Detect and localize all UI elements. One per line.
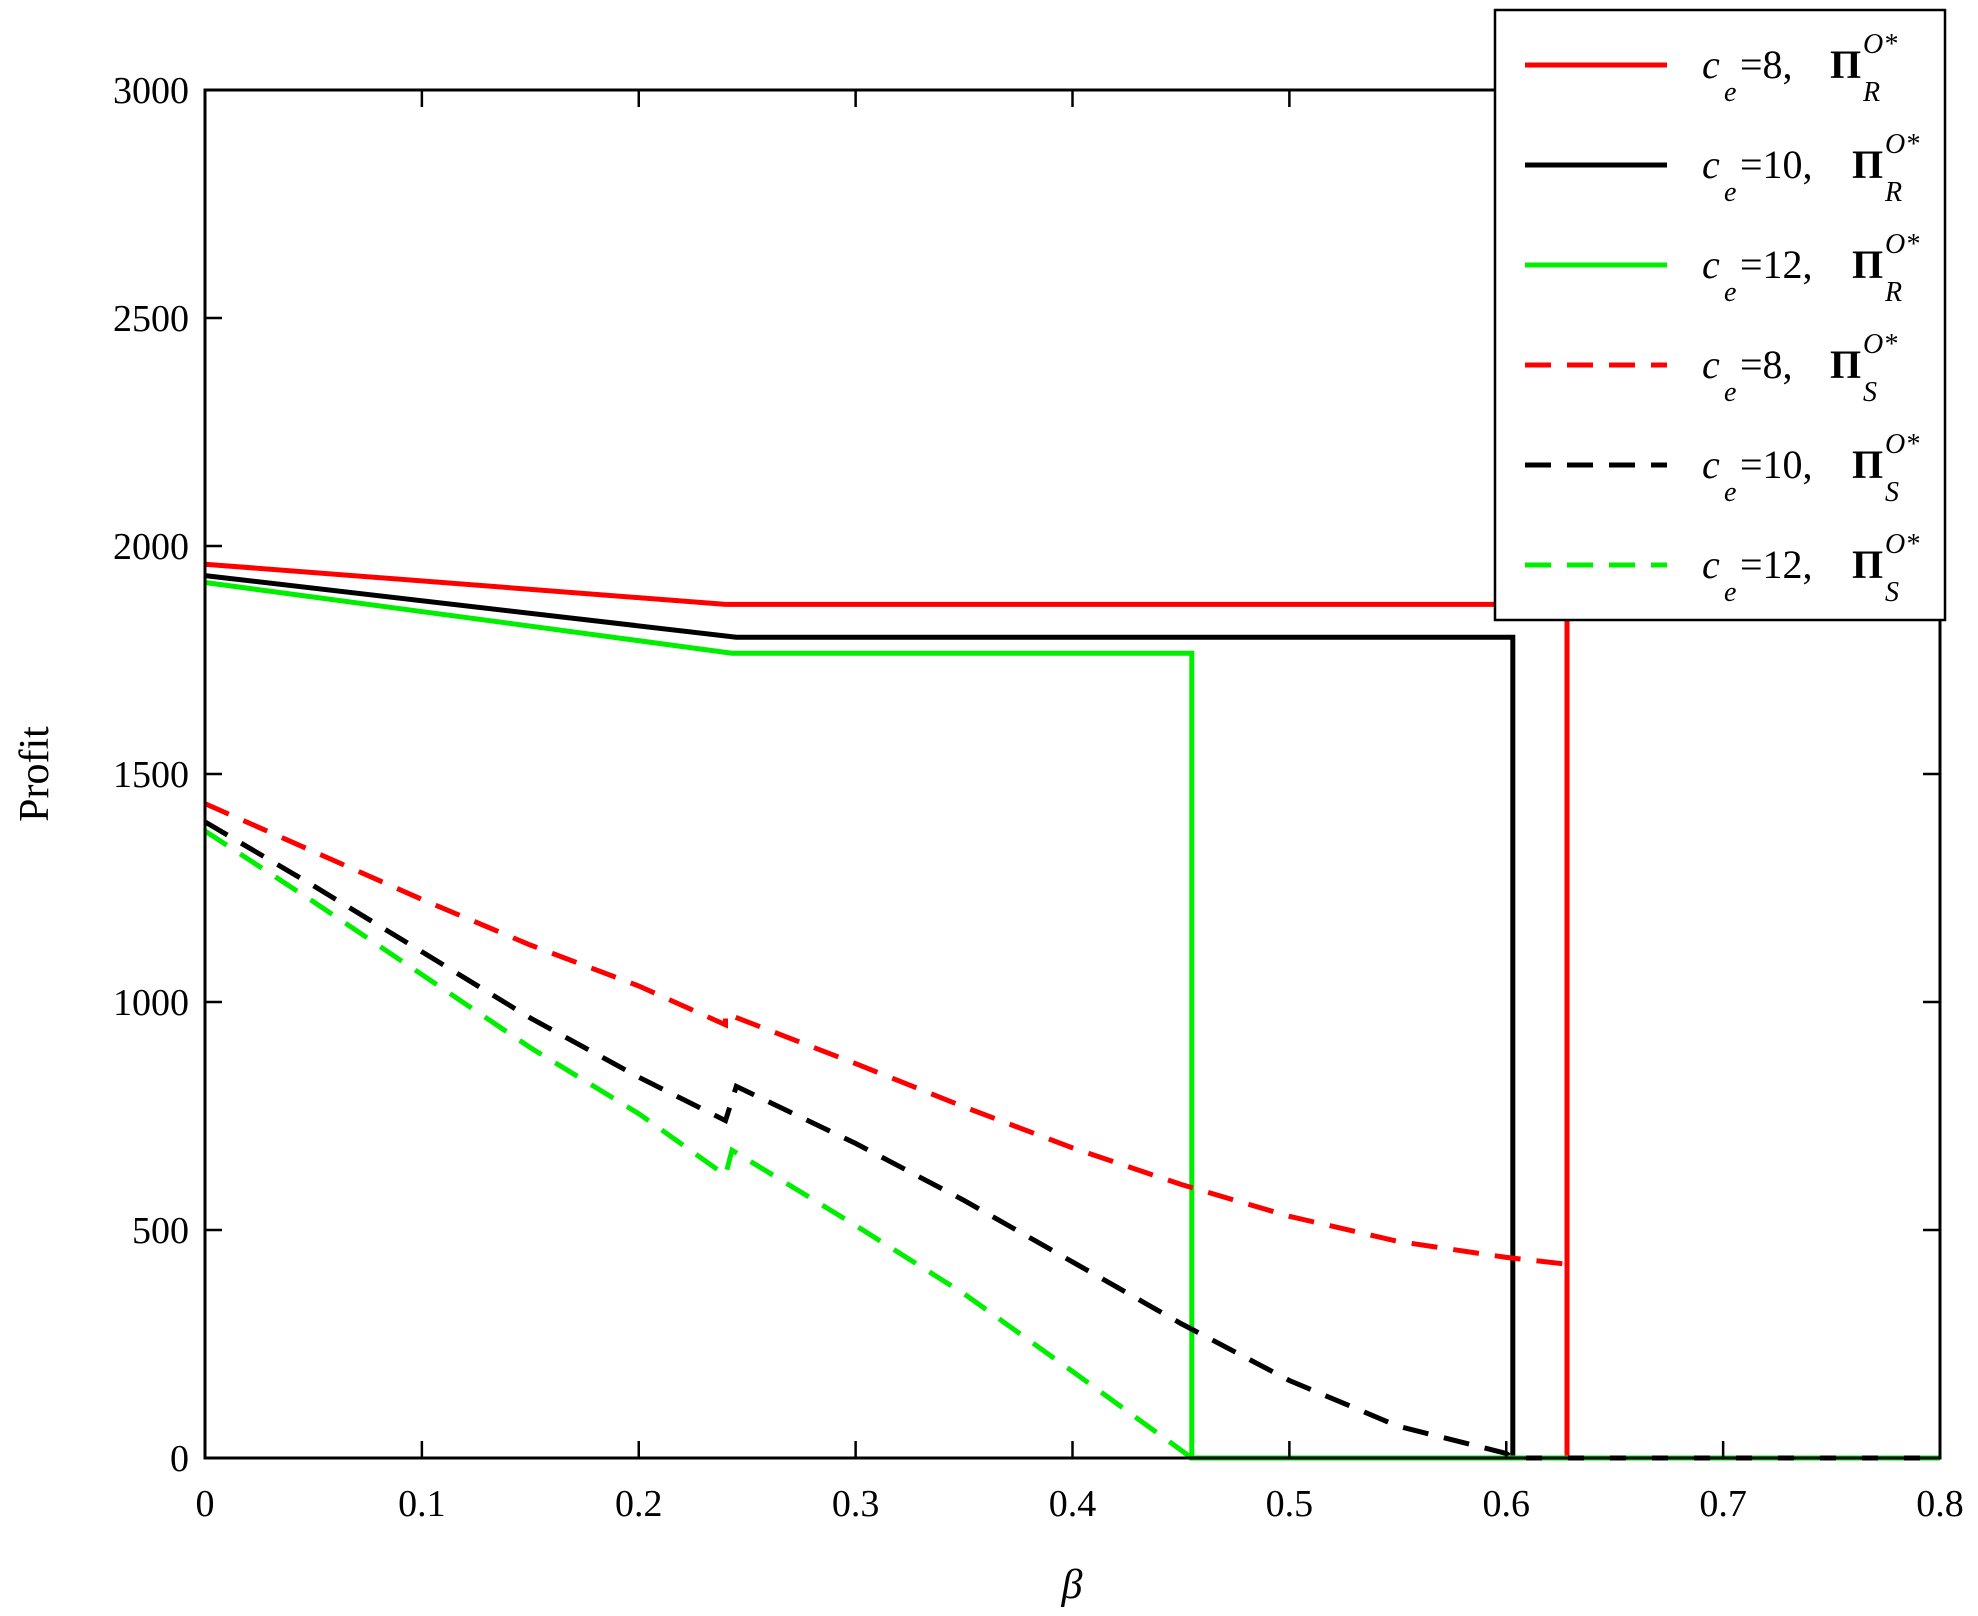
legend-c-subscript: e (1724, 377, 1736, 408)
x-axis-label: β (1061, 1562, 1083, 1608)
y-tick-label: 1000 (113, 982, 189, 1024)
legend-pi-subscript: S (1885, 477, 1899, 508)
legend-value: =12, (1740, 542, 1813, 587)
legend-c-symbol: c (1702, 342, 1720, 387)
y-tick-label: 3000 (113, 70, 189, 112)
x-tick-label: 0.6 (1483, 1483, 1531, 1525)
legend-c-subscript: e (1724, 577, 1736, 608)
series-line-4 (203, 801, 1940, 1461)
legend-pi-symbol: Π (1830, 42, 1861, 87)
legend-pi-superscript: O* (1885, 229, 1919, 260)
legend-value: =10, (1740, 142, 1813, 187)
legend-value: =8, (1740, 342, 1793, 387)
y-axis-label: Profit (12, 726, 58, 822)
legend-c-subscript: e (1724, 177, 1736, 208)
legend-c-symbol: c (1702, 542, 1720, 587)
legend-pi-subscript: R (1862, 77, 1880, 108)
legend-c-symbol: c (1702, 42, 1720, 87)
legend-pi-superscript: O* (1863, 329, 1897, 360)
x-tick-label: 0.8 (1916, 1483, 1964, 1525)
legend-pi-symbol: Π (1852, 542, 1883, 587)
legend-pi-superscript: O* (1863, 29, 1897, 60)
x-tick-label: 0.7 (1699, 1483, 1747, 1525)
legend-c-symbol: c (1702, 242, 1720, 287)
legend-pi-symbol: Π (1830, 342, 1861, 387)
legend-entry-5: ce=10, Π O* S (1702, 429, 1919, 508)
legend-pi-superscript: O* (1885, 529, 1919, 560)
x-tick-label: 0.2 (615, 1483, 663, 1525)
legend-c-subscript: e (1724, 277, 1736, 308)
legend-c-symbol: c (1702, 442, 1720, 487)
y-tick-label: 2500 (113, 298, 189, 340)
legend-entry-3: ce=12, Π O* R (1702, 229, 1919, 308)
legend-pi-subscript: S (1863, 377, 1877, 408)
y-tick-label: 0 (170, 1438, 189, 1480)
legend-pi-superscript: O* (1885, 129, 1919, 160)
legend-value: =10, (1740, 442, 1813, 487)
legend-pi-superscript: O* (1885, 429, 1919, 460)
y-tick-label: 1500 (113, 754, 189, 796)
x-tick-label: 0.4 (1049, 1483, 1097, 1525)
x-tick-label: 0.5 (1266, 1483, 1314, 1525)
y-tick-label: 2000 (113, 526, 189, 568)
legend-entry-6: ce=12, Π O* S (1702, 529, 1919, 608)
legend-pi-symbol: Π (1852, 442, 1883, 487)
legend-value: =12, (1740, 242, 1813, 287)
series-line-6 (203, 828, 1940, 1461)
legend-c-subscript: e (1724, 77, 1736, 108)
legend-entry-1: ce=8, Π O* R (1702, 29, 1897, 108)
series-line-5 (203, 819, 1940, 1461)
ticks-layer: 0 0.1 0.2 0.3 0.4 0.5 0.6 0.7 0.8 0 500 1000 1500 200… (113, 70, 1964, 1525)
legend-pi-symbol: Π (1852, 142, 1883, 187)
legend-entry-2: ce=10, Π O* R (1702, 129, 1919, 208)
legend-pi-subscript: S (1885, 577, 1899, 608)
legend-entry-4: ce=8, Π O* S (1702, 329, 1897, 408)
legend-pi-subscript: R (1884, 177, 1902, 208)
legend-pi-symbol: Π (1852, 242, 1883, 287)
y-tick-label: 500 (132, 1210, 189, 1252)
x-tick-label: 0.3 (832, 1483, 880, 1525)
legend-pi-subscript: R (1884, 277, 1902, 308)
legend-c-subscript: e (1724, 477, 1736, 508)
x-tick-label: 0.1 (398, 1483, 446, 1525)
legend-value: =8, (1740, 42, 1793, 87)
legend-c-symbol: c (1702, 142, 1720, 187)
x-tick-label: 0 (196, 1483, 215, 1525)
legend-box (1493, 8, 1947, 622)
